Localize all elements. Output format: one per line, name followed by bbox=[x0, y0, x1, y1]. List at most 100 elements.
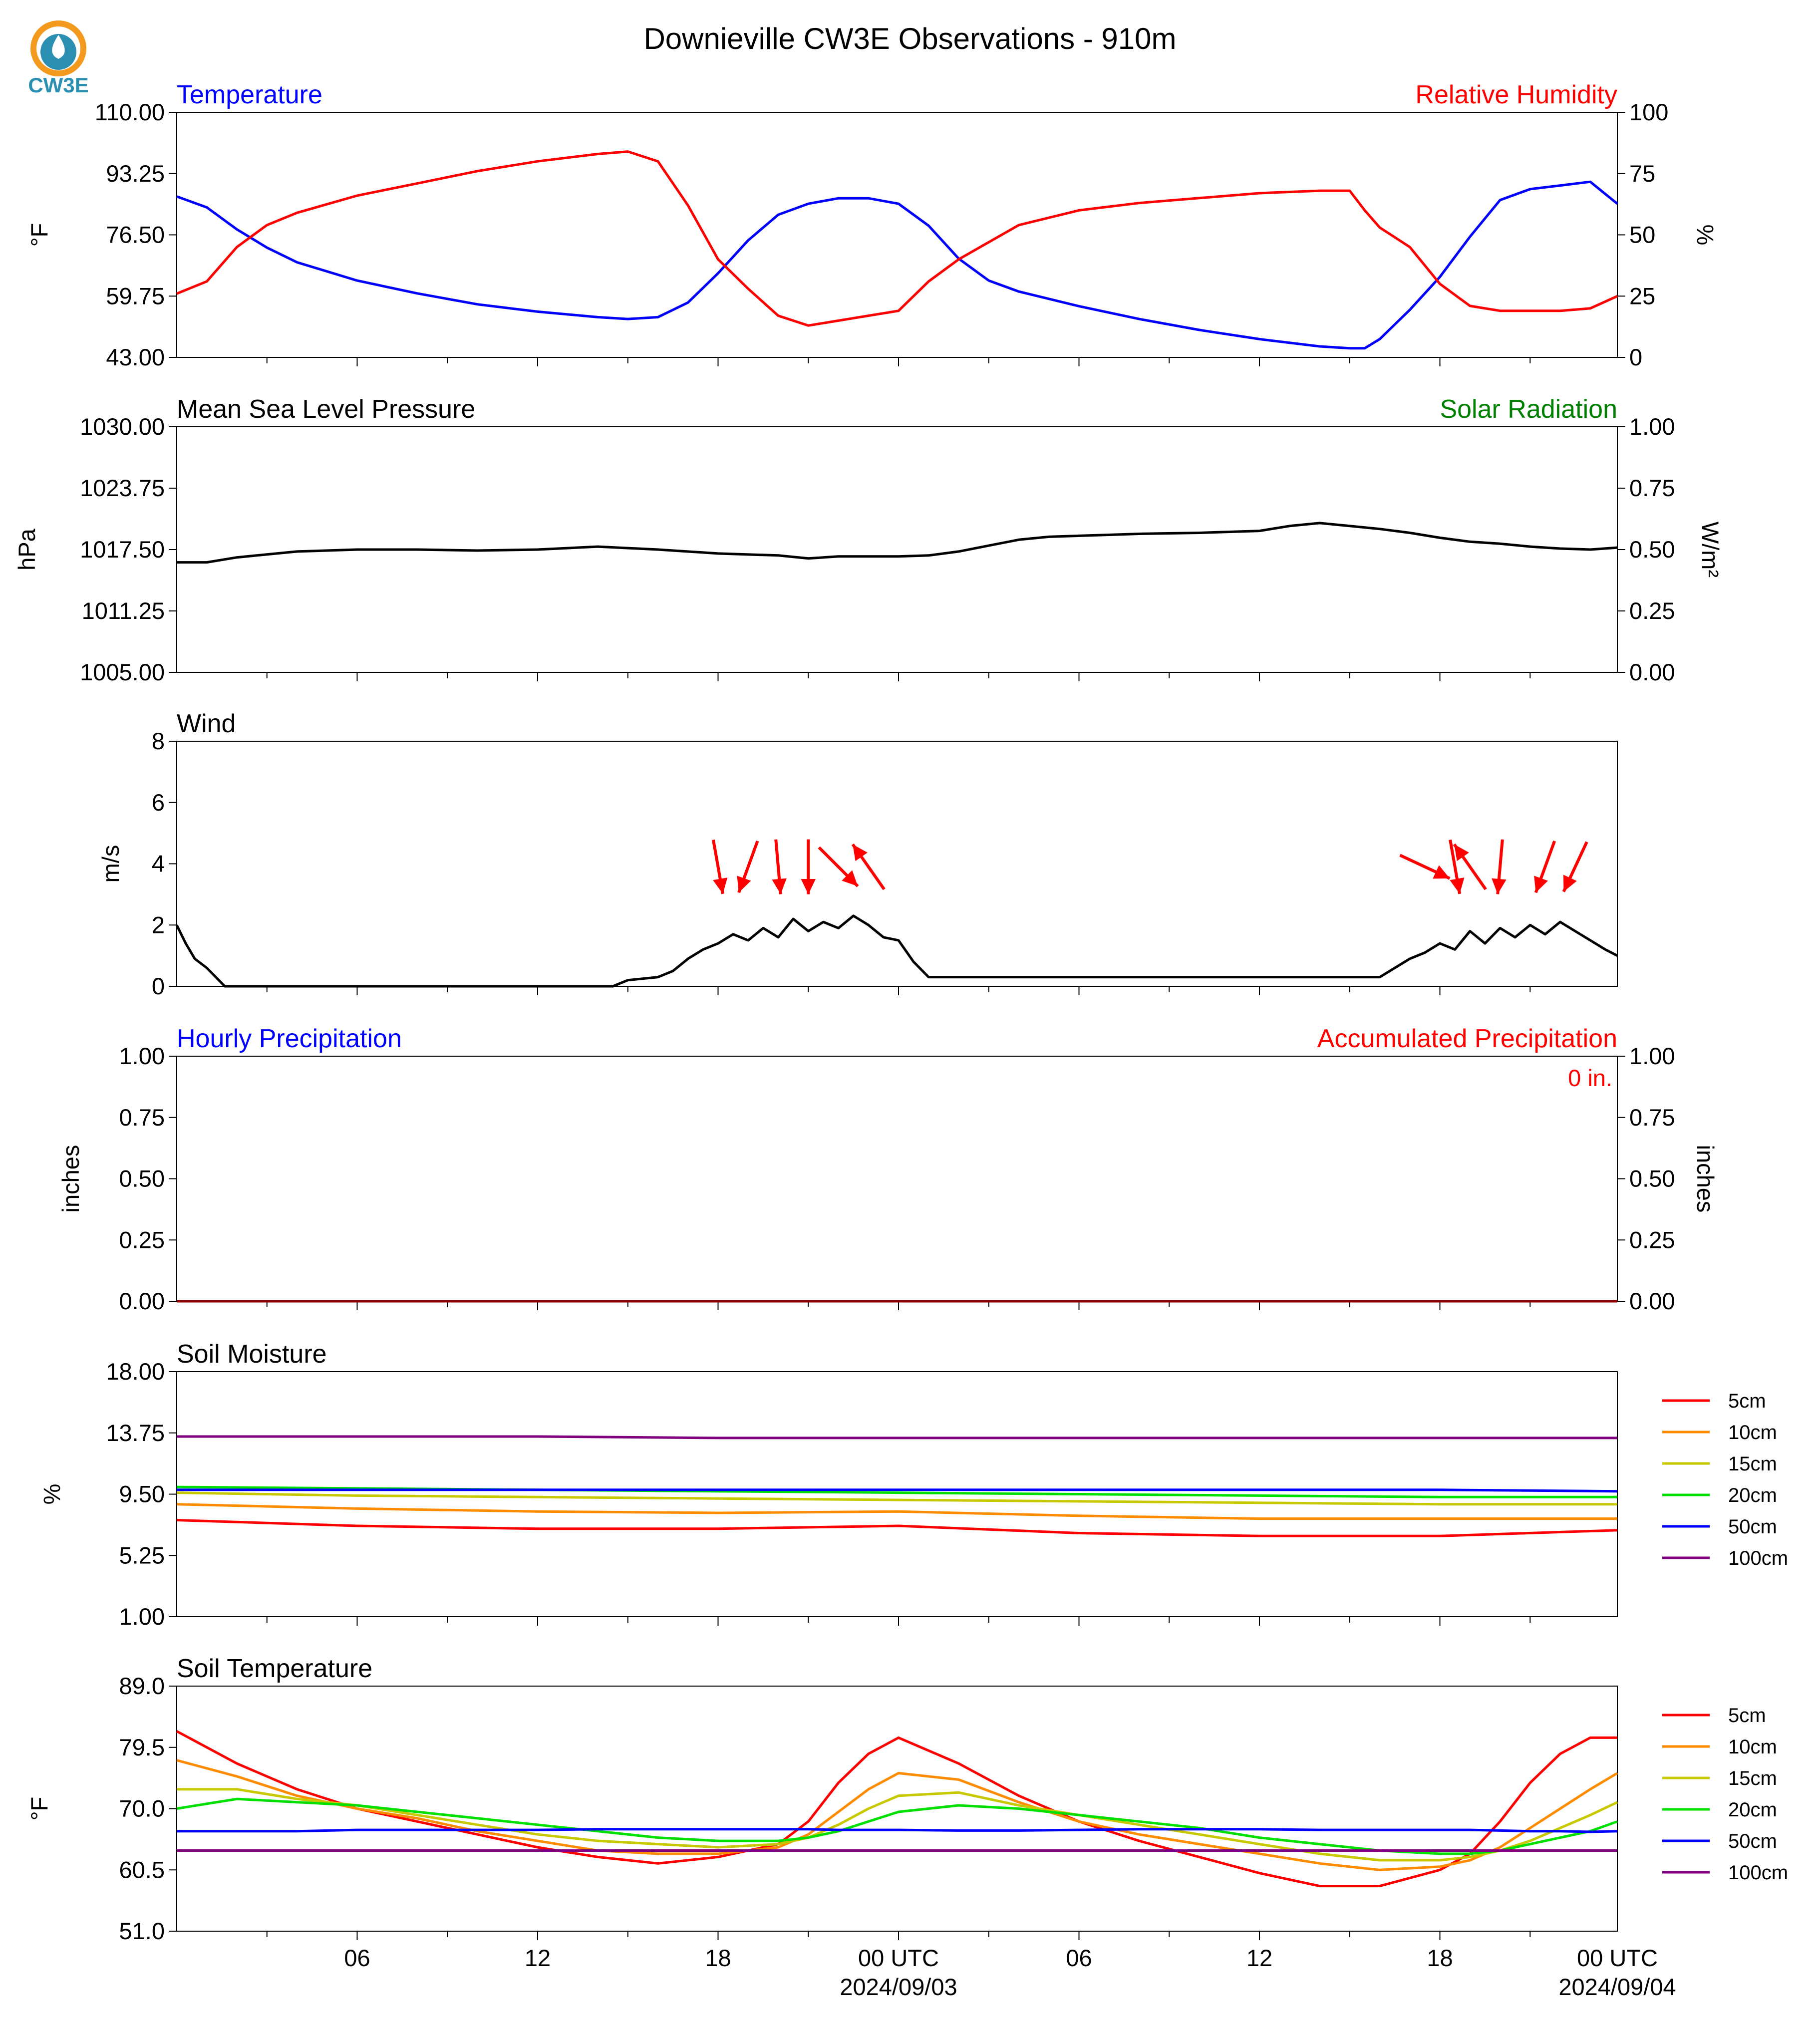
plot-frame bbox=[176, 1371, 1618, 1617]
x-tick-label: 00 UTC bbox=[1577, 1945, 1658, 1971]
series-line-15cm bbox=[176, 1491, 1617, 1506]
panel-title-left: Wind bbox=[177, 709, 236, 738]
y-tick-label: 1017.50 bbox=[80, 536, 165, 563]
y-axis-label: m/s bbox=[97, 845, 124, 883]
y2-axis-label: % bbox=[1692, 225, 1719, 246]
x-tick-label: 06 bbox=[344, 1945, 370, 1971]
y-tick-label: 8 bbox=[152, 728, 165, 754]
wind-arrow-head bbox=[801, 879, 816, 894]
legend-label: 10cm bbox=[1728, 1422, 1777, 1444]
logo-drop-icon bbox=[52, 35, 65, 59]
y2-tick-label: 0.50 bbox=[1629, 1165, 1675, 1192]
series-line-50cm bbox=[177, 1828, 1618, 1833]
wind-arrow-head bbox=[853, 844, 868, 862]
y-tick-label: 93.25 bbox=[106, 160, 165, 187]
panel-1: Temperature Relative Humidity 110.00 93.25 7… bbox=[26, 80, 1719, 370]
x-date-label: 2024/09/04 bbox=[1558, 1974, 1676, 2000]
series-line-10cm bbox=[176, 1503, 1617, 1520]
y-tick-label: 59.75 bbox=[106, 283, 165, 309]
series-line-5cm bbox=[176, 1730, 1617, 1888]
legend-label: 15cm bbox=[1728, 1453, 1777, 1475]
legend-label: 100cm bbox=[1728, 1862, 1788, 1884]
y-axis-label: % bbox=[38, 1484, 65, 1505]
y-tick-label: 79.5 bbox=[119, 1734, 165, 1760]
series-line-50cm bbox=[177, 1488, 1618, 1493]
wind-arrow-head bbox=[1454, 844, 1469, 862]
series-line-20cm bbox=[176, 1797, 1618, 1855]
plot-frame bbox=[176, 741, 1618, 987]
plot-frame bbox=[176, 112, 1618, 358]
y-tick-label: 4 bbox=[152, 851, 165, 877]
legend-label: 100cm bbox=[1728, 1547, 1788, 1569]
legend-label: 50cm bbox=[1728, 1830, 1777, 1852]
y-tick-label: 1.00 bbox=[119, 1043, 165, 1069]
y-tick-label: 51.0 bbox=[119, 1918, 165, 1944]
y2-tick-label: 0 bbox=[1629, 344, 1642, 370]
x-tick-label: 18 bbox=[705, 1945, 731, 1971]
y2-tick-label: 25 bbox=[1629, 283, 1655, 309]
y-tick-label: 1005.00 bbox=[80, 659, 165, 685]
y-tick-label: 76.50 bbox=[106, 222, 165, 248]
legend-label: 15cm bbox=[1728, 1767, 1777, 1789]
y2-axis-label: inches bbox=[1692, 1145, 1719, 1213]
y2-tick-label: 0.75 bbox=[1629, 475, 1675, 501]
series-line-10cm bbox=[176, 1759, 1618, 1871]
wind-arrow-head bbox=[842, 870, 858, 886]
x-tick-label: 00 UTC bbox=[858, 1945, 939, 1971]
y-tick-label: 0.75 bbox=[119, 1104, 165, 1131]
wind-arrow-head bbox=[713, 877, 728, 894]
y2-tick-label: 0.50 bbox=[1629, 536, 1675, 563]
wind-arrow-head bbox=[737, 875, 751, 893]
y-axis-label: °F bbox=[26, 1797, 52, 1821]
y2-tick-label: 50 bbox=[1629, 222, 1655, 248]
legend-label: 5cm bbox=[1728, 1705, 1766, 1727]
logo: CW3E bbox=[28, 20, 89, 97]
y2-tick-label: 0.75 bbox=[1629, 1104, 1675, 1131]
series-line-100cm bbox=[177, 1435, 1617, 1440]
y-tick-label: 0.25 bbox=[119, 1226, 165, 1253]
wind-arrow-head bbox=[1433, 865, 1450, 879]
panel-title-left: Soil Temperature bbox=[177, 1654, 372, 1683]
y-tick-label: 13.75 bbox=[106, 1420, 165, 1446]
legend-label: 5cm bbox=[1728, 1390, 1766, 1412]
panel-title-left: Mean Sea Level Pressure bbox=[177, 395, 475, 424]
series-line-wind bbox=[175, 914, 1618, 988]
y-tick-label: 0.50 bbox=[119, 1165, 165, 1192]
panel-2: Mean Sea Level Pressure Solar Radiation 10… bbox=[13, 395, 1724, 685]
panel-6: Soil Temperature 89.0 79.5 70.0 60.5 51.0 °F 5c… bbox=[26, 1654, 1788, 1944]
panel-title-right: Accumulated Precipitation bbox=[1317, 1024, 1617, 1053]
series-line-temperature bbox=[176, 180, 1618, 350]
x-tick-label: 12 bbox=[525, 1945, 551, 1971]
x-date-label: 2024/09/03 bbox=[840, 1974, 957, 2000]
y-tick-label: 18.00 bbox=[106, 1358, 165, 1385]
wind-arrow-head bbox=[1492, 878, 1507, 894]
y2-tick-label: 0.25 bbox=[1629, 597, 1675, 624]
y-tick-label: 43.00 bbox=[106, 344, 165, 370]
legend-label: 10cm bbox=[1728, 1736, 1777, 1758]
panel-title-left: Soil Moisture bbox=[177, 1340, 327, 1369]
series-line-mean-sea-level-pressure bbox=[177, 522, 1618, 564]
y2-tick-label: 100 bbox=[1629, 99, 1668, 125]
y-tick-label: 70.0 bbox=[119, 1795, 165, 1822]
series-line-5cm bbox=[176, 1519, 1618, 1537]
legend-label: 50cm bbox=[1728, 1516, 1777, 1538]
y-tick-label: 2 bbox=[152, 911, 165, 938]
y-tick-label: 9.50 bbox=[119, 1481, 165, 1507]
y-axis-label: inches bbox=[57, 1145, 84, 1213]
y-tick-label: 6 bbox=[152, 789, 165, 816]
x-axis: 06 12 18 00 UTC 06 12 18 00 UTC 2024/09/03 2024/0… bbox=[344, 1945, 1676, 2000]
y2-tick-label: 0.25 bbox=[1629, 1226, 1675, 1253]
panel-title-left: Hourly Precipitation bbox=[177, 1024, 402, 1053]
x-tick-label: 18 bbox=[1427, 1945, 1453, 1971]
legend-label: 20cm bbox=[1728, 1484, 1777, 1506]
y-tick-label: 89.0 bbox=[119, 1673, 165, 1699]
y2-tick-label: 0.00 bbox=[1629, 659, 1675, 685]
wind-arrow-head bbox=[1534, 875, 1548, 893]
plot-frame bbox=[176, 1056, 1618, 1302]
logo-text: CW3E bbox=[28, 73, 88, 97]
y-tick-label: 5.25 bbox=[119, 1542, 165, 1568]
y-tick-label: 1011.25 bbox=[82, 597, 165, 624]
x-tick-label: 12 bbox=[1246, 1945, 1272, 1971]
panel-3: Wind 8 6 4 2 0 m/s bbox=[97, 709, 1618, 999]
